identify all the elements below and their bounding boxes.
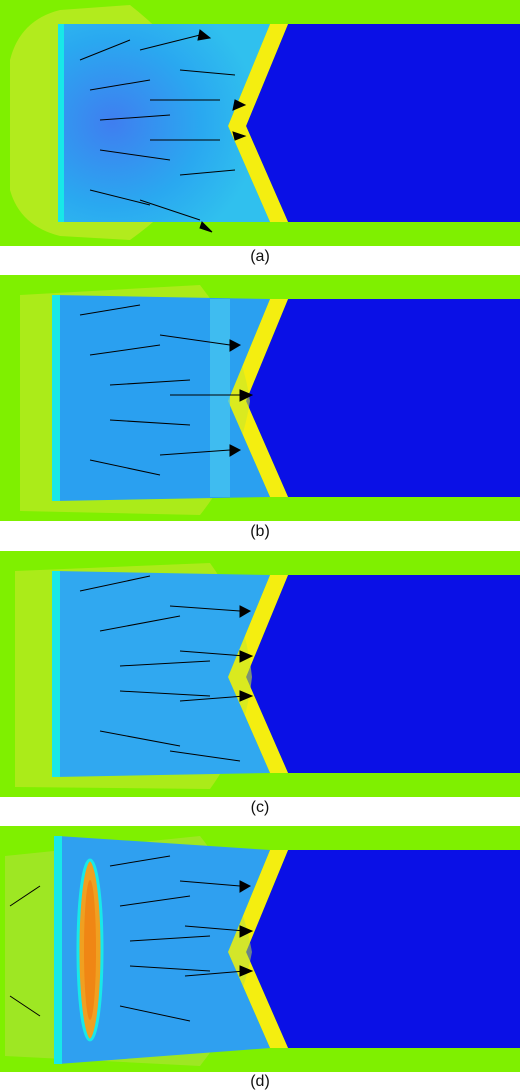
arrow-field-c [79, 575, 254, 762]
arrow-field-b [79, 304, 254, 476]
arrow-field-d [9, 855, 254, 1022]
caption-c: (c) [250, 799, 270, 816]
panel-a-image [0, 0, 520, 246]
arrow-field-a [79, 29, 247, 233]
caption-b: (b) [250, 523, 270, 540]
panel-d-image [0, 826, 520, 1072]
panel-c [0, 551, 520, 797]
panel-b [0, 275, 520, 521]
caption-a: (a) [250, 248, 270, 265]
caption-d: (d) [250, 1073, 270, 1090]
panel-d [0, 826, 520, 1072]
panel-a [0, 0, 520, 246]
panel-b-image [0, 275, 520, 521]
panel-c-image [0, 551, 520, 797]
